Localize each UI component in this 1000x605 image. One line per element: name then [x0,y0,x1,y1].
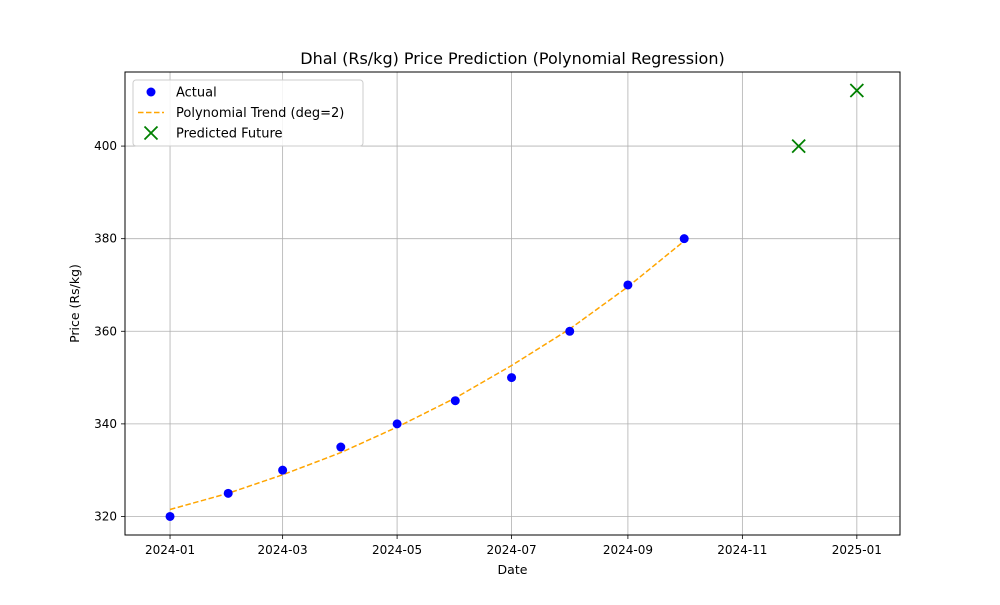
legend: Actual Polynomial Trend (deg=2) Predicted … [132,79,364,147]
legend-handle-actual [146,87,156,97]
actual-point [165,511,175,521]
legend-handle-predicted [143,125,159,141]
y-tick-label: 400 [94,139,117,153]
y-axis-label: Price (Rs/kg) [67,264,82,343]
predicted-point [791,138,806,154]
y-tick-label: 380 [94,232,117,246]
legend-label: Polynomial Trend (deg=2) [176,106,344,121]
x-tick-label: 2024-07 [486,543,536,557]
trend-line [169,240,685,511]
actual-point [392,419,402,429]
actual-point [223,488,233,498]
plot-series [165,83,864,521]
actual-point [278,465,288,475]
x-tick-label: 2024-03 [258,543,308,557]
actual-point [623,280,633,290]
actual-point [507,373,517,383]
axis-ticks: 2024-01 2024-03 2024-05 2024-07 2024-09 2024-… [94,139,882,557]
actual-point [336,442,346,452]
y-tick-label: 360 [94,324,117,338]
x-axis-label: Date [498,562,528,577]
plot-frame [124,71,901,536]
actual-point [450,396,460,406]
legend-label: Predicted Future [176,127,283,142]
x-tick-label: 2025-01 [832,543,882,557]
actual-point [565,326,575,336]
chart-title: Dhal (Rs/kg) Price Prediction (Polynomia… [300,49,724,68]
predicted-point [849,83,864,98]
y-tick-label: 340 [94,417,117,431]
legend-label: Actual [176,86,217,101]
grid [125,72,900,535]
x-tick-label: 2024-09 [603,543,653,557]
y-tick-label: 320 [94,509,117,523]
legend-box [132,79,364,147]
x-tick-label: 2024-05 [372,543,422,557]
x-tick-label: 2024-11 [717,543,767,557]
actual-point [679,234,689,244]
x-tick-label: 2024-01 [145,543,195,557]
